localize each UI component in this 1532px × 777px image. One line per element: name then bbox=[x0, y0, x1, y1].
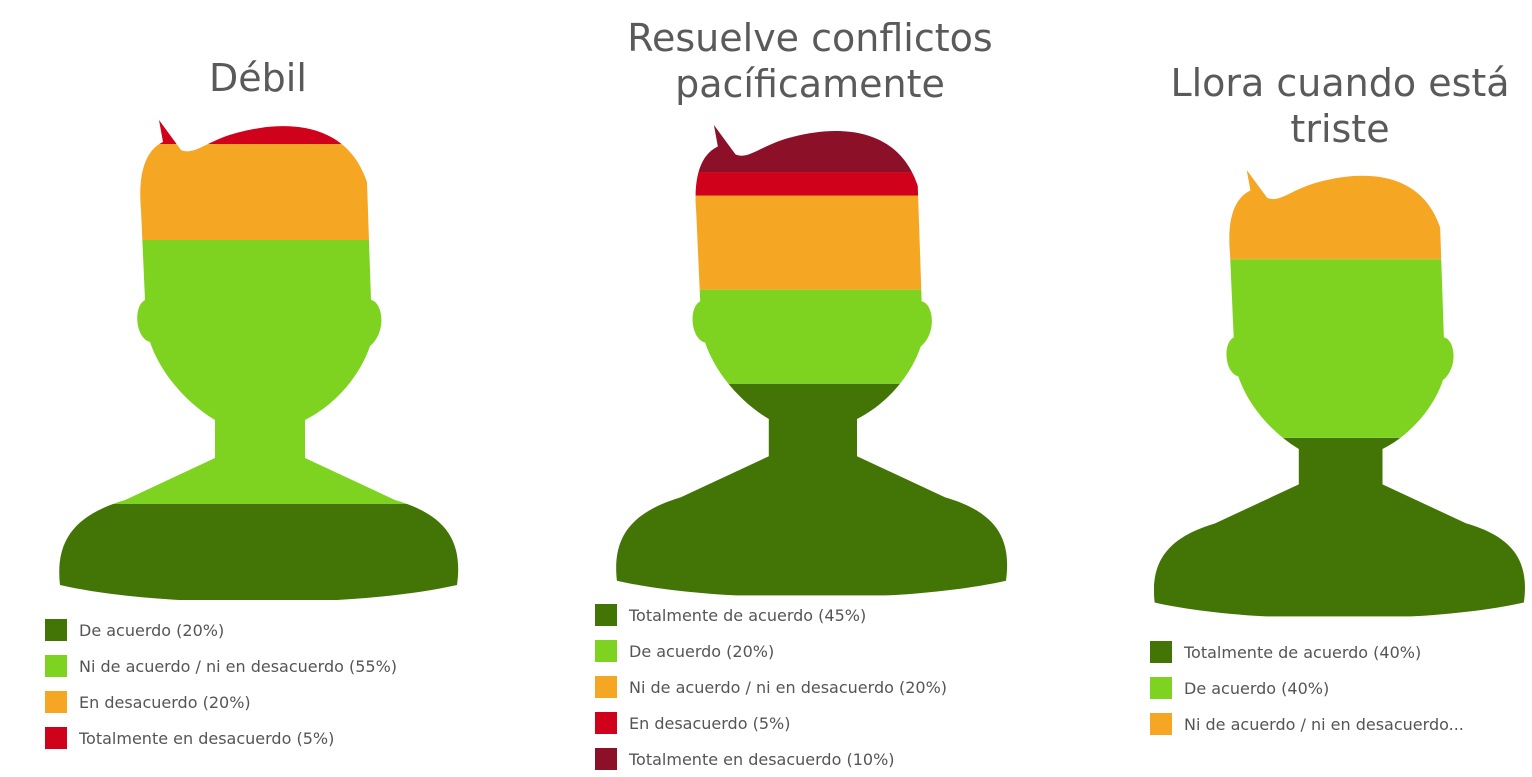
stack-segment bbox=[59, 504, 459, 600]
stack-segment bbox=[1153, 259, 1525, 438]
head-chart bbox=[59, 120, 459, 600]
legend-swatch bbox=[595, 640, 617, 662]
legend-item: Totalmente en desacuerdo (5%) bbox=[45, 720, 397, 756]
stack-segment bbox=[1153, 170, 1525, 260]
legend-item: De acuerdo (20%) bbox=[595, 633, 947, 669]
legend-label: Ni de acuerdo / ni en desacuerdo (55%) bbox=[79, 656, 398, 676]
legend-label: Totalmente en desacuerdo (10%) bbox=[629, 749, 895, 769]
legend-label: De acuerdo (40%) bbox=[1184, 678, 1330, 698]
legend-swatch bbox=[595, 748, 617, 770]
legend: De acuerdo (20%) Ni de acuerdo / ni en de… bbox=[45, 612, 397, 756]
stack-segment bbox=[616, 172, 1008, 196]
stack-segment bbox=[59, 144, 459, 240]
legend-swatch bbox=[595, 604, 617, 626]
legend-swatch bbox=[45, 727, 67, 749]
legend-swatch bbox=[45, 655, 67, 677]
legend-item: Ni de acuerdo / ni en desacuerdo... bbox=[1150, 706, 1464, 742]
legend-label: Totalmente en desacuerdo (5%) bbox=[79, 728, 335, 748]
stack-segment bbox=[59, 240, 459, 504]
chart-title: Débil bbox=[209, 56, 307, 100]
legend-item: Totalmente de acuerdo (45%) bbox=[595, 597, 947, 633]
legend-label: En desacuerdo (5%) bbox=[629, 713, 791, 733]
legend-label: Totalmente de acuerdo (40%) bbox=[1184, 642, 1422, 662]
legend-swatch bbox=[1150, 641, 1172, 663]
legend-swatch bbox=[1150, 713, 1172, 735]
legend-swatch bbox=[45, 619, 67, 641]
legend-swatch bbox=[595, 712, 617, 734]
legend-label: Ni de acuerdo / ni en desacuerdo... bbox=[1184, 714, 1464, 734]
stack-segment bbox=[616, 289, 1008, 384]
legend-item: En desacuerdo (20%) bbox=[45, 684, 397, 720]
head-chart bbox=[616, 125, 1008, 596]
legend-item: Ni de acuerdo / ni en desacuerdo (20%) bbox=[595, 669, 947, 705]
legend-label: De acuerdo (20%) bbox=[79, 620, 225, 640]
legend: Totalmente de acuerdo (45%) De acuerdo (2… bbox=[595, 597, 947, 777]
legend-label: De acuerdo (20%) bbox=[629, 641, 775, 661]
legend-item: Ni de acuerdo / ni en desacuerdo (55%) bbox=[45, 648, 397, 684]
stack-segment bbox=[59, 120, 459, 144]
legend-swatch bbox=[45, 691, 67, 713]
legend-item: De acuerdo (40%) bbox=[1150, 670, 1464, 706]
head-chart bbox=[1153, 170, 1525, 617]
legend: Totalmente de acuerdo (40%) De acuerdo (4… bbox=[1150, 634, 1464, 742]
legend-label: En desacuerdo (20%) bbox=[79, 692, 251, 712]
legend-item: Totalmente de acuerdo (40%) bbox=[1150, 634, 1464, 670]
legend-label: Totalmente de acuerdo (45%) bbox=[629, 605, 867, 625]
legend-item: De acuerdo (20%) bbox=[45, 612, 397, 648]
stack-segment bbox=[616, 383, 1008, 596]
chart-title: Llora cuando está triste bbox=[1170, 61, 1510, 151]
legend-label: Ni de acuerdo / ni en desacuerdo (20%) bbox=[629, 677, 948, 697]
legend-item: En desacuerdo (5%) bbox=[595, 705, 947, 741]
chart-title: Resuelve conflictos pacíficamente bbox=[627, 16, 993, 106]
stack-segment bbox=[616, 125, 1008, 173]
legend-item: Totalmente en desacuerdo (10%) bbox=[595, 741, 947, 777]
legend-swatch bbox=[1150, 677, 1172, 699]
legend-swatch bbox=[595, 676, 617, 698]
stack-segment bbox=[1153, 437, 1525, 617]
stack-segment bbox=[616, 195, 1008, 290]
